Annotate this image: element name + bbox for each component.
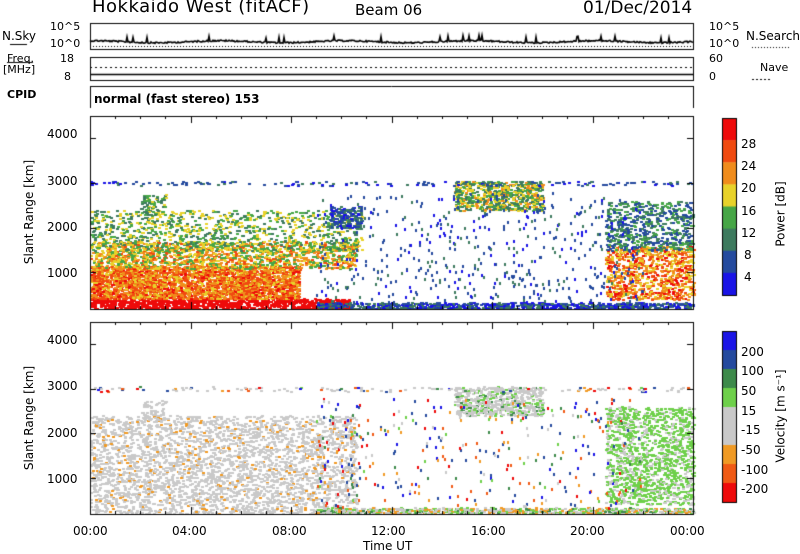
freq-unit-label: [MHz] (3, 63, 36, 76)
nave-tick-bottom: 0 (709, 70, 716, 83)
nave-tick-top: 60 (709, 52, 723, 65)
velocity-cbar-tick-m200: -200 (741, 482, 769, 496)
nave-label: Nave (760, 61, 789, 74)
velocity-cbar-tick-m100: -100 (741, 463, 769, 477)
velocity-ytick-2000: 2000 (47, 426, 78, 440)
cpid-text: normal (fast stereo) 153 (94, 92, 260, 106)
power-ytick-3000: 3000 (47, 174, 78, 188)
velocity-cbar-tick-100: 100 (741, 364, 764, 378)
time-tick-5: 20:00 (570, 524, 605, 538)
power-cbar-tick-20: 20 (741, 181, 757, 195)
velocity-ylabel: Slant Range [km] (22, 365, 37, 471)
time-tick-2: 08:00 (272, 524, 307, 538)
power-cbar-tick-12: 12 (741, 226, 757, 240)
freq-tick-bottom: 8 (64, 70, 71, 83)
nsky-label: N.Sky (2, 29, 37, 43)
time-tick-4: 16:00 (471, 524, 506, 538)
nsky-tick-top: 10^5 (50, 20, 81, 33)
velocity-ytick-3000: 3000 (47, 379, 78, 393)
power-cbar-tick-16: 16 (741, 204, 757, 218)
date-label: 01/Dec/2014 (583, 0, 693, 18)
freq-tick-top: 18 (60, 52, 74, 65)
freq-label: Freq. (7, 52, 35, 65)
power-cbar-tick-4: 4 (744, 270, 752, 284)
velocity-ytick-4000: 4000 (47, 333, 78, 347)
nsearch-tick-bottom: 10^0 (709, 37, 740, 50)
power-ytick-4000: 4000 (47, 127, 78, 141)
power-cbar-tick-24: 24 (741, 159, 757, 173)
station-title: Hokkaido West (fitACF) (92, 0, 310, 17)
power-cbar-tick-8: 8 (744, 248, 752, 262)
velocity-ytick-1000: 1000 (47, 472, 78, 486)
nsearch-label: N.Search (746, 29, 800, 43)
time-tick-0: 00:00 (73, 524, 108, 538)
time-tick-1: 04:00 (172, 524, 207, 538)
power-ytick-2000: 2000 (47, 220, 78, 234)
beam-label: Beam 06 (355, 1, 423, 19)
nsky-tick-bottom: 10^0 (50, 37, 81, 50)
velocity-cbar-tick-m50: -50 (741, 443, 761, 457)
velocity-cbar-tick-15: 15 (741, 404, 757, 418)
velocity-cbar-tick-50: 50 (741, 384, 757, 398)
time-tick-6: 00:00 (670, 524, 705, 538)
power-ylabel: Slant Range [km] (22, 159, 37, 265)
power-cbar-label: Power [dB] (773, 181, 788, 247)
velocity-cbar-tick-m15: -15 (741, 423, 761, 437)
nsearch-tick-top: 10^5 (709, 20, 740, 33)
cpid-label: CPID (7, 88, 37, 101)
power-ytick-1000: 1000 (47, 266, 78, 280)
velocity-cbar-tick-200: 200 (741, 345, 764, 359)
velocity-cbar-label: Velocity [m s⁻¹] (773, 369, 788, 463)
power-cbar-tick-28: 28 (741, 137, 757, 151)
time-tick-3: 12:00 (371, 524, 406, 538)
time-axis-label: Time UT (363, 539, 413, 553)
